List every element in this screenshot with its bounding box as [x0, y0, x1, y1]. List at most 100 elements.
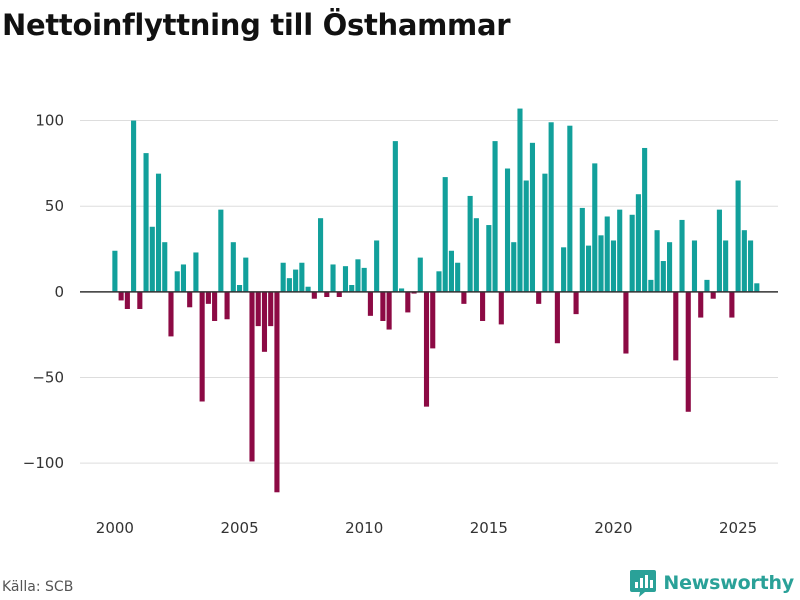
x-tick-label: 2010	[345, 519, 383, 537]
bar	[137, 291, 143, 309]
bar	[492, 141, 498, 292]
x-tick-labels: 2000 2005 2010 2015 2020 2025	[96, 519, 757, 537]
brand[interactable]: Newsworthy	[629, 568, 794, 598]
bar	[205, 291, 211, 304]
bar	[218, 209, 224, 292]
x-tick-label: 2005	[220, 519, 258, 537]
bar	[299, 262, 305, 292]
bar	[236, 285, 243, 292]
bar	[660, 261, 666, 292]
bar	[417, 257, 423, 292]
bar	[224, 291, 230, 320]
bar	[112, 250, 118, 292]
bar	[623, 291, 629, 354]
bar	[554, 291, 560, 344]
bar	[561, 247, 567, 292]
bar	[386, 291, 392, 330]
bar	[523, 180, 529, 292]
bar	[573, 291, 579, 315]
y-tick-label: −100	[23, 454, 64, 472]
bar	[355, 259, 361, 292]
bar	[629, 214, 635, 292]
bar	[741, 230, 747, 292]
bar	[212, 291, 218, 321]
bar	[704, 279, 710, 292]
bar	[567, 125, 573, 292]
x-tick-label: 2000	[96, 519, 134, 537]
bar	[255, 291, 261, 327]
bar	[710, 291, 716, 299]
bar	[698, 291, 704, 318]
bar	[455, 262, 461, 292]
bar	[367, 291, 373, 316]
bar	[548, 122, 554, 292]
bar	[542, 173, 548, 292]
bar	[679, 219, 685, 292]
bar	[187, 291, 193, 308]
brand-name: Newsworthy	[663, 572, 794, 594]
bar	[399, 288, 405, 292]
bar	[374, 240, 380, 292]
bar	[249, 291, 255, 462]
bar	[293, 269, 299, 292]
bar	[174, 271, 180, 292]
y-tick-label: 0	[54, 283, 64, 301]
x-tick-label: 2020	[594, 519, 632, 537]
bar	[342, 266, 349, 292]
bar	[336, 291, 342, 297]
bar	[274, 291, 280, 493]
bar	[380, 291, 386, 321]
bar	[461, 291, 467, 304]
bar	[230, 242, 236, 292]
bar	[261, 291, 268, 352]
newsworthy-logo-icon	[630, 570, 657, 597]
bar	[143, 153, 149, 292]
bar	[579, 207, 585, 292]
bar	[324, 291, 330, 297]
source-note: Källa: SCB	[2, 579, 74, 595]
bar	[729, 291, 735, 318]
bar	[723, 240, 729, 292]
bar	[635, 194, 641, 292]
bar	[124, 291, 130, 309]
bar	[131, 120, 137, 292]
bar	[155, 173, 162, 292]
bar	[180, 264, 187, 292]
bar	[529, 142, 536, 292]
bar	[536, 291, 542, 304]
bar	[592, 163, 598, 292]
x-tick-label: 2025	[719, 519, 757, 537]
bar	[754, 283, 760, 292]
bar	[199, 291, 205, 402]
bar	[735, 180, 741, 292]
y-tick-label: 50	[45, 197, 64, 215]
bar	[330, 264, 336, 292]
bar	[498, 291, 504, 325]
bar	[436, 271, 442, 292]
bar	[486, 225, 492, 292]
bar	[654, 230, 660, 292]
bar	[642, 147, 648, 292]
y-tick-label: 100	[35, 112, 64, 130]
bar	[361, 267, 367, 292]
bar	[311, 291, 317, 299]
bar	[617, 209, 623, 292]
bar	[685, 291, 691, 412]
bar	[467, 195, 473, 292]
bar	[604, 216, 610, 292]
bar	[405, 291, 411, 313]
bar	[149, 226, 155, 292]
bar	[392, 141, 398, 292]
bar	[442, 177, 448, 292]
bar	[118, 291, 124, 301]
bar	[280, 262, 286, 292]
bar	[610, 240, 617, 292]
bar	[511, 242, 517, 292]
bar	[673, 291, 679, 361]
bar	[286, 278, 292, 292]
chart-title: Nettoinflyttning till Östhammar	[2, 8, 511, 42]
bar	[748, 240, 754, 292]
bar	[480, 291, 486, 321]
bar	[598, 235, 604, 292]
bar	[448, 250, 454, 292]
